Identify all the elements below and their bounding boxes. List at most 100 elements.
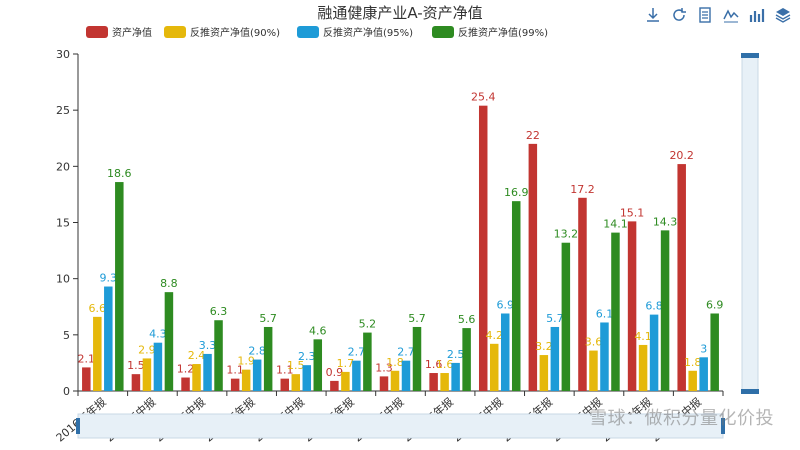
bar [528,143,538,391]
data-label: 14.1 [603,218,628,231]
data-label: 14.3 [653,215,678,228]
data-label: 6.6 [89,302,107,315]
bar [203,353,212,391]
download-icon[interactable] [644,6,662,24]
bar [230,378,240,391]
data-label: 2.8 [248,345,266,358]
bar [104,286,113,391]
bar [142,358,152,391]
data-label: 16.9 [504,186,529,199]
bar [589,350,598,391]
data-label: 1.6 [425,358,443,371]
bar [627,221,637,391]
bar [192,364,201,391]
bar [352,360,361,391]
bar [710,313,719,391]
bar [677,164,686,391]
vertical-zoom-handle-top[interactable] [741,53,759,58]
bar [500,313,510,391]
horizontal-zoom-handle-right[interactable] [721,418,725,434]
data-label: 5.7 [546,312,564,325]
bar [164,292,174,391]
data-label: 1.3 [375,361,393,374]
legend-item[interactable]: 反推资产净值(99%) [432,26,548,39]
legend-label: 反推资产净值(95%) [323,26,413,39]
bar [93,316,102,391]
data-label: 6.9 [706,298,724,311]
bar [153,342,163,391]
legend-item[interactable]: 反推资产净值(90%) [164,26,280,39]
horizontal-zoom-handle-left[interactable] [76,418,80,434]
y-tick-label: 0 [63,385,70,398]
legend-label: 反推资产净值(99%) [458,26,548,39]
vertical-zoom-handle-bottom[interactable] [741,389,759,394]
data-label: 3 [700,342,707,355]
data-label: 6.9 [496,298,514,311]
data-label: 22 [526,129,540,142]
toolbox [644,6,792,24]
y-tick-label: 15 [56,217,70,230]
watermark: 雪球：做积分量化价投 [589,408,774,429]
data-label: 1.1 [276,364,294,377]
bar [451,362,460,391]
refresh-icon[interactable] [670,6,688,24]
y-tick-label: 10 [56,273,70,286]
data-label: 1.8 [386,356,404,369]
bar [390,370,400,391]
data-label: 1.8 [684,356,702,369]
bar [241,369,251,391]
bar [291,374,301,391]
data-label: 6.8 [645,300,663,313]
bar [611,232,620,391]
bar [550,326,560,391]
legend-label: 资产净值 [112,26,152,39]
data-label: 2.1 [78,352,96,365]
bar [214,320,223,391]
data-label: 3.2 [535,340,553,353]
bar [578,197,587,391]
bar [539,355,549,391]
data-label: 6.3 [210,305,228,318]
data-label: 13.2 [554,228,579,241]
line-icon[interactable] [722,6,740,24]
data-label: 2.7 [397,346,415,359]
bar [462,328,471,391]
y-tick-label: 30 [56,48,70,61]
data-label: 5.2 [359,318,377,331]
bar [688,370,697,391]
bar [379,376,389,391]
bar [561,242,571,391]
bar [313,339,323,391]
legend-label: 反推资产净值(90%) [190,26,280,39]
y-tick-label: 25 [56,104,70,117]
data-label: 1.7 [337,357,355,370]
bar [660,230,670,391]
vertical-zoom-track [741,56,759,393]
stack-icon[interactable] [774,6,792,24]
data-label: 20.2 [669,149,694,162]
data-label: 25.4 [471,91,496,104]
data-label: 4.1 [634,330,652,343]
legend-item[interactable]: 资产净值 [86,26,152,39]
bar [263,326,273,391]
data-view-icon[interactable] [696,6,714,24]
data-label: 4.3 [149,328,167,341]
data-label: 2.9 [138,343,156,356]
legend-swatch [297,26,319,38]
data-label: 4.2 [485,329,503,342]
bar [489,343,499,391]
bar-icon[interactable] [748,6,766,24]
bar [280,378,290,391]
bar [699,357,708,391]
legend-swatch [432,26,454,38]
data-label: 1.5 [127,359,145,372]
bar [412,326,422,391]
y-tick-label: 20 [56,160,70,173]
bar [181,377,190,391]
bar [341,371,350,391]
legend-item[interactable]: 反推资产净值(95%) [297,26,413,39]
bar [638,344,648,391]
data-label: 5.7 [408,312,426,325]
